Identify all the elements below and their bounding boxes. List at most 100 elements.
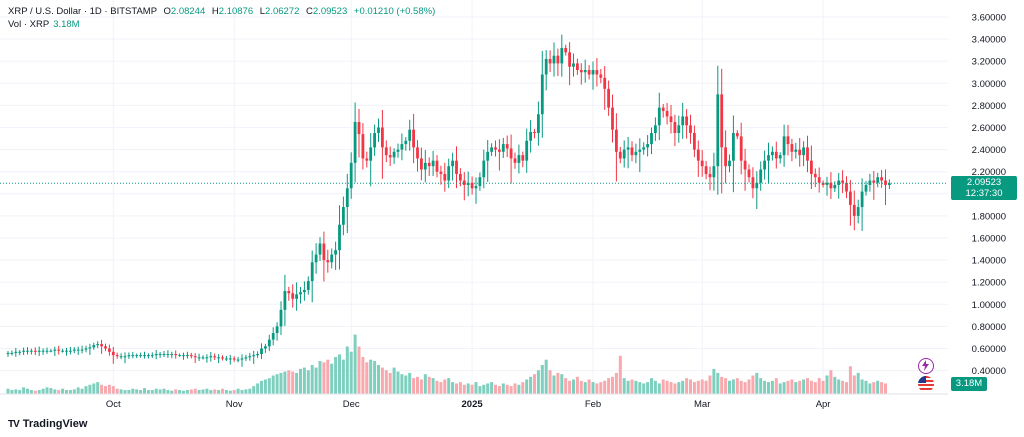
volume-bar [790, 379, 794, 394]
volume-bar [201, 389, 205, 394]
candlesticks [6, 34, 891, 367]
volume-bar [856, 372, 860, 394]
open-value: 2.08244 [170, 6, 206, 17]
candle-body [342, 207, 345, 225]
candle-body [470, 182, 474, 189]
candle-body [774, 151, 778, 159]
candle-body [88, 347, 92, 349]
candle-body [517, 155, 521, 163]
candle-body [41, 350, 45, 352]
volume-bar [404, 375, 408, 394]
volume-bar [802, 379, 806, 394]
candle-body [693, 133, 696, 150]
volume-bar [618, 355, 622, 394]
candle-body [759, 169, 763, 183]
candle-body [408, 129, 412, 141]
candle-body [416, 147, 419, 159]
candle-body [669, 116, 673, 122]
volume-bar [474, 382, 478, 394]
candle-body [193, 356, 197, 358]
volume-bar [384, 370, 388, 394]
volume-label: Vol · XRP [8, 19, 50, 30]
candle-body [852, 204, 856, 216]
candle-body [186, 355, 189, 357]
volume-bar [57, 390, 61, 394]
volume-bar [279, 372, 283, 394]
candle-body [537, 114, 540, 134]
candle-body [18, 351, 22, 353]
x-tick-label: Apr [816, 399, 831, 410]
open-label: O [163, 6, 171, 17]
volume-bar [61, 388, 65, 394]
candle-body [225, 358, 228, 360]
candle-body [221, 357, 224, 359]
candle-body [384, 147, 388, 156]
y-tick-label: 1.40000 [972, 256, 1006, 267]
candle-body [306, 281, 310, 290]
candle-body [61, 350, 64, 352]
candle-body [771, 151, 774, 156]
volume-bar [388, 372, 392, 394]
candle-body [260, 348, 263, 355]
volume-bar [739, 380, 743, 394]
volume-bar [490, 382, 494, 394]
candle-body [330, 254, 334, 263]
volume-bar [614, 372, 618, 394]
volume-bar [369, 359, 373, 394]
volume-bar [127, 390, 131, 394]
candle-body [579, 70, 583, 73]
volume-bar [864, 380, 868, 394]
volume-bar [860, 379, 864, 394]
symbol-title[interactable]: XRP / U.S. Dollar · 1D · BITSTAMP [8, 6, 157, 17]
brand-name: TradingView [22, 418, 88, 430]
candle-body [283, 291, 287, 310]
volume-bar [439, 382, 443, 394]
volume-bar [209, 390, 213, 394]
volume-bar [638, 382, 642, 394]
volume-bar [466, 383, 470, 394]
tradingview-logo-icon: TV [8, 418, 20, 430]
volume-bar [349, 351, 353, 394]
close-value: 2.09523 [312, 6, 348, 17]
candle-body [494, 147, 497, 150]
volume-bar [611, 376, 614, 394]
candle-body [349, 162, 353, 189]
y-tick-label: 2.40000 [972, 145, 1006, 156]
volume-bar [123, 390, 127, 394]
volume-bar [143, 388, 146, 394]
volume-bar [751, 375, 755, 394]
candle-body [732, 133, 735, 161]
candle-body [279, 309, 283, 327]
candle-body [205, 357, 209, 359]
flash-icon[interactable] [918, 358, 934, 374]
candle-body [638, 149, 642, 152]
high-label: H [211, 6, 219, 17]
candle-body [248, 356, 252, 358]
us-flag-icon[interactable] [918, 376, 934, 392]
volume-bar [462, 384, 466, 394]
candle-body [244, 357, 248, 359]
candle-body [197, 357, 201, 359]
tradingview-brand[interactable]: TV TradingView [8, 418, 87, 430]
volume-bar [205, 388, 209, 394]
volume-legend[interactable]: Vol · XRP 3.18M [8, 18, 80, 32]
candle-body [845, 182, 848, 192]
volume-bar [158, 389, 162, 394]
volume-bar [677, 382, 681, 394]
volume-bar [486, 383, 490, 394]
candle-body [599, 74, 603, 78]
candle-body [720, 94, 724, 148]
candle-body [525, 140, 529, 161]
candle-body [591, 70, 595, 75]
candle-body [533, 131, 536, 134]
volume-bar [72, 389, 76, 394]
candle-body [252, 355, 256, 357]
volume-bar [630, 379, 634, 394]
candle-body [505, 144, 509, 149]
volume-bar [455, 383, 458, 394]
volume-bar [14, 389, 18, 394]
candle-body [396, 149, 400, 152]
volume-bar [560, 374, 564, 394]
volume-bar [318, 361, 322, 394]
